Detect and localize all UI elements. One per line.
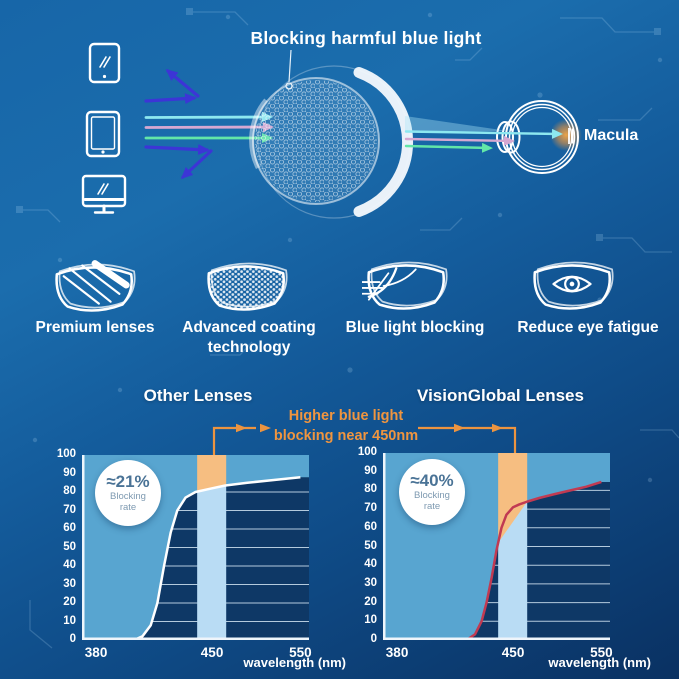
light-rays-transmitted: [404, 116, 563, 153]
striped-lens-icon: [55, 260, 136, 312]
x-axis-label: wavelength (nm): [548, 655, 651, 670]
y-tick-label: 10: [364, 614, 377, 627]
x-tick-label: 450: [200, 645, 224, 660]
y-tick-label: 100: [56, 448, 76, 460]
y-tick-label: 80: [364, 483, 377, 496]
y-tick-label: 0: [69, 633, 76, 645]
y-tick-label: 10: [63, 614, 76, 627]
y-tick-label: 50: [63, 540, 76, 553]
badge-label: Blocking rate: [414, 490, 450, 512]
hero-title: Blocking harmful blue light: [250, 28, 482, 48]
mesh-coating-lens-icon: [207, 262, 288, 311]
circuit-pattern-decoration: [16, 8, 679, 649]
smartphone-icon: [88, 42, 121, 84]
badge-value: ≈21%: [106, 472, 150, 492]
chart-title-visionglobal-lenses: VisionGlobal Lenses: [417, 386, 584, 405]
annotation-line-1: Higher blue light: [288, 408, 404, 424]
feature-label-blue-light-blocking: Blue light blocking: [345, 319, 485, 336]
y-tick-label: 0: [370, 633, 377, 645]
x-tick-label: 450: [501, 645, 525, 660]
macula-label: Macula: [584, 127, 639, 144]
y-tick-label: 70: [364, 502, 377, 515]
x-axis-label: wavelength (nm): [243, 655, 346, 670]
focused-beam: [405, 116, 508, 132]
blocking-rate-badge: ≈40% Blocking rate: [399, 459, 465, 525]
eye-cross-section-illustration: [496, 100, 582, 174]
chart-other-lenses: ≈21% Blocking rate wavelength (nm) 0 10 20…: [40, 443, 352, 679]
feature-label-premium-lenses: Premium lenses: [35, 319, 155, 336]
y-tick-label: 30: [364, 576, 377, 589]
annotation-line-2: blocking near 450nm: [273, 427, 419, 444]
eye-in-lens-icon: [533, 261, 614, 310]
y-tick-label: 70: [63, 503, 76, 516]
y-tick-label: 30: [63, 577, 76, 590]
feature-label-reduce-eye-fatigue: Reduce eye fatigue: [517, 319, 659, 336]
light-rays-incoming: [144, 69, 274, 180]
y-tick-label: 100: [357, 446, 377, 458]
x-tick-label: 380: [84, 645, 108, 660]
x-tick-label: 550: [590, 645, 613, 660]
y-tick-label: 60: [63, 522, 76, 534]
tablet-icon: [85, 110, 121, 158]
x-tick-label: 380: [385, 645, 409, 660]
device-icons: [81, 42, 127, 214]
y-tick-label: 50: [364, 539, 377, 552]
chart-visionglobal-lenses: ≈40% Blocking rate wavelength (nm) 0 10 20…: [341, 441, 653, 679]
y-tick-label: 90: [63, 466, 76, 479]
x-tick-label: 550: [289, 645, 312, 660]
ray-deflect-lens-icon: [362, 261, 448, 310]
coated-lens-illustration: [249, 65, 414, 219]
badge-label: Blocking rate: [110, 491, 146, 513]
chart-title-other-lenses: Other Lenses: [143, 386, 253, 405]
y-tick-label: 40: [63, 559, 76, 571]
badge-value: ≈40%: [410, 471, 454, 491]
title-pointer-line: [285, 49, 293, 90]
y-tick-label: 90: [364, 464, 377, 477]
y-tick-label: 60: [364, 520, 377, 533]
monitor-icon: [81, 174, 127, 214]
blocking-rate-badge: ≈21% Blocking rate: [95, 460, 161, 526]
y-tick-label: 20: [364, 595, 377, 608]
annotation-higher-blocking: Higher blue light blocking near 450nm: [246, 407, 446, 446]
y-tick-label: 40: [364, 558, 377, 571]
y-tick-label: 80: [63, 485, 76, 497]
feature-label-advanced-coating: Advanced coating technology: [182, 319, 316, 357]
y-tick-label: 20: [63, 596, 76, 608]
